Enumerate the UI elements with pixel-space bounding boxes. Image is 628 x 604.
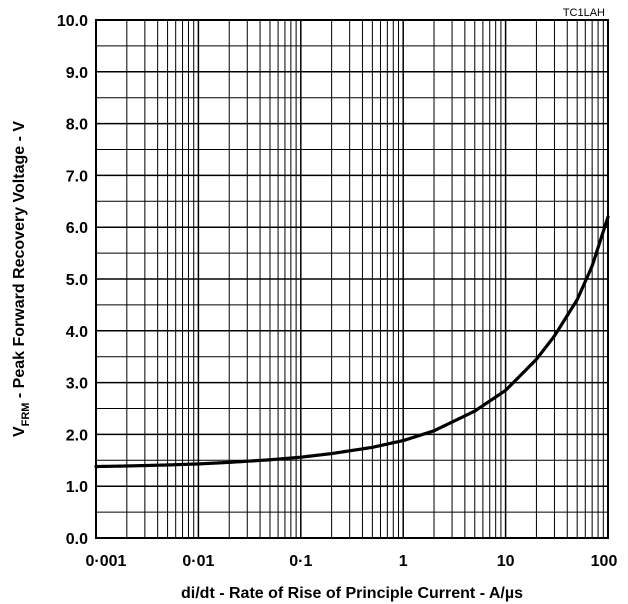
x-tick-label: 100 <box>591 553 618 570</box>
x-tick-label: 10 <box>497 553 515 570</box>
y-tick-label: 9.0 <box>66 65 88 82</box>
x-tick-label: 0·01 <box>182 553 214 570</box>
x-axis-title: di/dt - Rate of Rise of Principle Curren… <box>181 585 523 602</box>
y-axis-title-prefix: V <box>11 426 28 437</box>
x-tick-label: 0·1 <box>289 553 312 570</box>
y-tick-labels: 0.0 1.0 2.0 3.0 4.0 5.0 6.0 7.0 8.0 9.0 10.0 <box>57 13 88 548</box>
y-axis-title: VFRM - Peak Forward Recovery Voltage - V <box>11 121 32 437</box>
y-tick-label: 0.0 <box>66 531 88 548</box>
series-layer <box>94 215 610 469</box>
corner-label: TC1LAH <box>563 7 605 19</box>
plot-frame <box>95 19 609 539</box>
y-tick-label: 3.0 <box>66 376 88 393</box>
y-tick-label: 1.0 <box>66 479 88 496</box>
y-tick-label: 7.0 <box>66 168 88 185</box>
x-tick-label: 0·001 <box>86 553 127 570</box>
y-tick-label: 8.0 <box>66 117 88 134</box>
y-axis-title-rest: - Peak Forward Recovery Voltage - V <box>11 121 28 403</box>
y-tick-label: 5.0 <box>66 272 88 289</box>
y-axis-title-subscript: FRM <box>20 403 32 427</box>
x-tick-labels: 0·001 0·01 0·1 1 10 100 <box>86 553 618 570</box>
y-tick-label: 10.0 <box>57 13 88 30</box>
y-tick-label: 6.0 <box>66 220 88 237</box>
y-tick-label: 2.0 <box>66 427 88 444</box>
y-tick-label: 4.0 <box>66 324 88 341</box>
series-line <box>94 215 610 469</box>
x-tick-label: 1 <box>399 553 408 570</box>
